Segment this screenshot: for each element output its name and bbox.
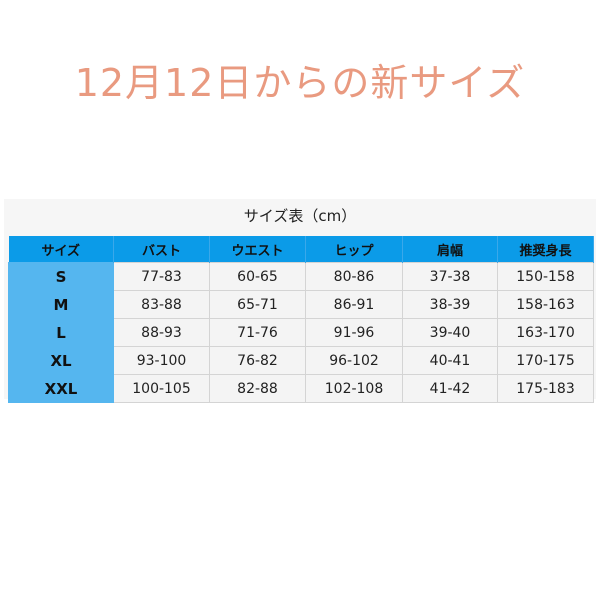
table-row: S 77-83 60-65 80-86 37-38 150-158 <box>8 262 594 291</box>
size-label: M <box>8 290 114 319</box>
table-cell: 82-88 <box>209 374 306 403</box>
table-cell: 37-38 <box>402 262 498 291</box>
table-cell: 80-86 <box>305 262 403 291</box>
table-cell: 38-39 <box>402 290 498 319</box>
size-chart-caption: サイズ表（cm） <box>243 207 357 225</box>
table-cell: 150-158 <box>497 262 594 291</box>
table-row: L 88-93 71-76 91-96 39-40 163-170 <box>8 318 594 347</box>
table-cell: 77-83 <box>113 262 210 291</box>
column-header: 推奨身長 <box>497 236 594 263</box>
size-label: XL <box>8 346 114 375</box>
table-cell: 100-105 <box>113 374 210 403</box>
table-header-row: サイズ バスト ウエスト ヒップ 肩幅 推奨身長 <box>8 236 594 263</box>
table-cell: 170-175 <box>497 346 594 375</box>
table-cell: 163-170 <box>497 318 594 347</box>
table-cell: 91-96 <box>305 318 403 347</box>
table-cell: 96-102 <box>305 346 403 375</box>
table-cell: 40-41 <box>402 346 498 375</box>
table-cell: 86-91 <box>305 290 403 319</box>
column-header: サイズ <box>8 236 114 263</box>
column-header: ヒップ <box>305 236 403 263</box>
column-header: 肩幅 <box>402 236 498 263</box>
table-cell: 71-76 <box>209 318 306 347</box>
size-chart-table: サイズ バスト ウエスト ヒップ 肩幅 推奨身長 S 77-83 60-65 80-86 37-3… <box>8 236 594 403</box>
table-cell: 60-65 <box>209 262 306 291</box>
table-row: XL 93-100 76-82 96-102 40-41 170-175 <box>8 346 594 375</box>
table-cell: 158-163 <box>497 290 594 319</box>
table-cell: 93-100 <box>113 346 210 375</box>
table-cell: 83-88 <box>113 290 210 319</box>
size-label: S <box>8 262 114 291</box>
table-cell: 65-71 <box>209 290 306 319</box>
table-cell: 76-82 <box>209 346 306 375</box>
table-cell: 175-183 <box>497 374 594 403</box>
table-row: XXL 100-105 82-88 102-108 41-42 175-183 <box>8 374 594 403</box>
column-header: バスト <box>113 236 210 263</box>
size-label: XXL <box>8 374 114 403</box>
table-cell: 41-42 <box>402 374 498 403</box>
headline: 12月12日からの新サイズ <box>74 61 526 105</box>
table-cell: 88-93 <box>113 318 210 347</box>
size-label: L <box>8 318 114 347</box>
table-cell: 102-108 <box>305 374 403 403</box>
table-row: M 83-88 65-71 86-91 38-39 158-163 <box>8 290 594 319</box>
column-header: ウエスト <box>209 236 306 263</box>
table-cell: 39-40 <box>402 318 498 347</box>
